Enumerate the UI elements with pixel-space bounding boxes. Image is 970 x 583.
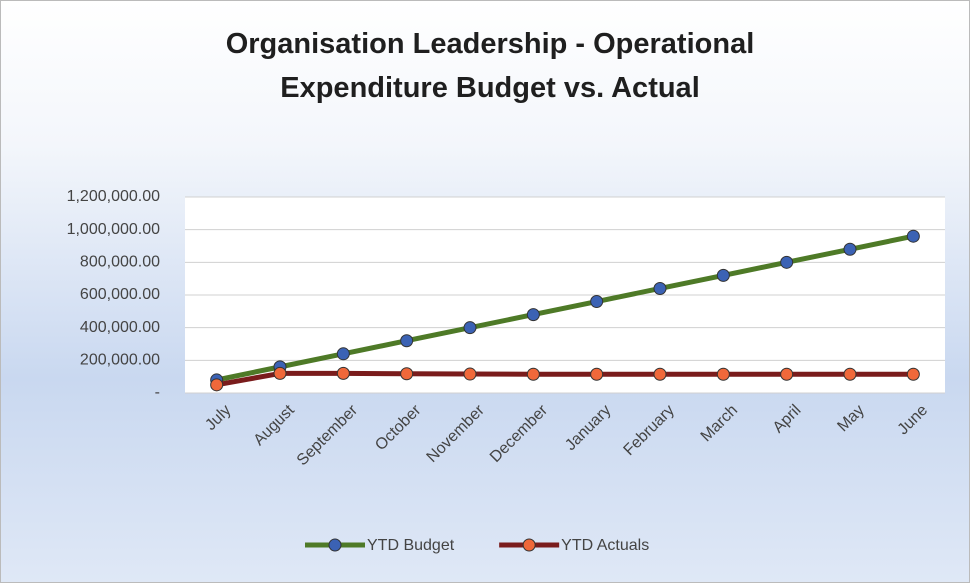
y-tick-label: 800,000.00 bbox=[80, 254, 160, 271]
data-point bbox=[400, 367, 414, 381]
chart-title: Organisation Leadership - Operational Ex… bbox=[225, 28, 755, 104]
y-tick-label: 1,000,000.00 bbox=[67, 221, 161, 238]
legend-label: YTD Budget bbox=[367, 537, 455, 554]
data-point bbox=[843, 367, 857, 381]
x-tick-label: August bbox=[251, 401, 299, 449]
y-tick-label: 400,000.00 bbox=[80, 319, 160, 336]
x-tick-label: October bbox=[372, 401, 425, 454]
x-tick-label: September bbox=[294, 401, 362, 469]
data-point bbox=[780, 255, 794, 269]
y-tick-label: - bbox=[155, 384, 160, 401]
data-point bbox=[526, 308, 540, 322]
data-point bbox=[843, 242, 857, 256]
data-point bbox=[906, 367, 920, 381]
data-point bbox=[273, 366, 287, 380]
y-tick-label: 1,200,000.00 bbox=[67, 188, 161, 205]
data-point bbox=[906, 229, 920, 243]
x-tick-label: February bbox=[621, 402, 678, 459]
series-line bbox=[216, 233, 914, 383]
series-line bbox=[216, 370, 914, 388]
data-point bbox=[463, 321, 477, 335]
data-point bbox=[210, 378, 224, 392]
data-point bbox=[716, 268, 730, 282]
data-point bbox=[590, 295, 604, 309]
data-point bbox=[653, 367, 667, 381]
legend-marker bbox=[522, 538, 536, 552]
x-tick-label: March bbox=[698, 402, 741, 445]
y-tick-label: 600,000.00 bbox=[80, 286, 160, 303]
data-point bbox=[716, 367, 730, 381]
legend-marker bbox=[328, 538, 342, 552]
data-point bbox=[590, 367, 604, 381]
x-tick-label: January bbox=[562, 402, 614, 454]
x-tick-label: April bbox=[770, 402, 805, 437]
data-point bbox=[336, 347, 350, 361]
data-point bbox=[336, 366, 350, 380]
data-point bbox=[780, 367, 794, 381]
data-point bbox=[526, 367, 540, 381]
data-point bbox=[463, 367, 477, 381]
x-tick-label: May bbox=[834, 402, 867, 435]
data-point bbox=[653, 281, 667, 295]
x-tick-label: November bbox=[424, 401, 489, 466]
x-tick-label: July bbox=[202, 402, 234, 434]
data-point bbox=[400, 334, 414, 348]
x-tick-label: June bbox=[895, 402, 932, 439]
x-tick-label: December bbox=[487, 401, 552, 466]
legend-label: YTD Actuals bbox=[561, 537, 649, 554]
y-tick-label: 200,000.00 bbox=[80, 352, 160, 369]
